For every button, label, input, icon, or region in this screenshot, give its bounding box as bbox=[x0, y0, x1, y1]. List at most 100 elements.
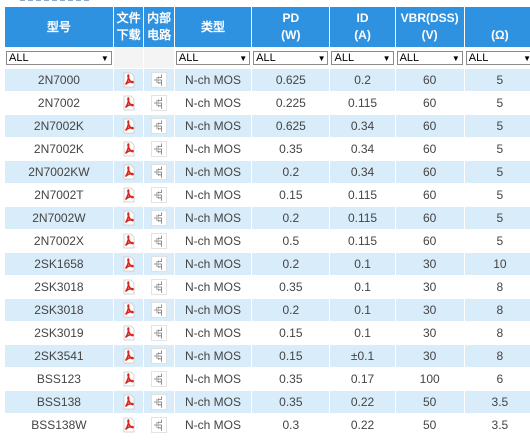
cell-vbr: 60 bbox=[394, 183, 465, 207]
cell-model[interactable]: BSS138 bbox=[4, 390, 114, 414]
mosfet-circuit-icon[interactable] bbox=[151, 187, 168, 203]
cell-download bbox=[112, 68, 145, 92]
cell-type: N-ch MOS bbox=[173, 68, 253, 92]
pdf-icon[interactable] bbox=[122, 118, 136, 134]
cell-pd: 0.225 bbox=[251, 91, 331, 115]
pdf-icon[interactable] bbox=[122, 348, 136, 364]
cell-id: 0.115 bbox=[329, 229, 396, 253]
cell-id: 0.115 bbox=[329, 206, 396, 230]
pdf-icon[interactable] bbox=[122, 325, 136, 341]
cell-pd: 0.35 bbox=[251, 137, 331, 161]
cell-model[interactable]: 2N7002X bbox=[4, 229, 114, 253]
mosfet-circuit-icon[interactable] bbox=[151, 302, 168, 318]
mosfet-circuit-icon[interactable] bbox=[151, 164, 168, 180]
cell-model[interactable]: 2SK1658 bbox=[4, 252, 114, 276]
cell-model[interactable]: 2N7002KW bbox=[4, 160, 114, 184]
cell-pd: 0.5 bbox=[251, 229, 331, 253]
cell-model[interactable]: 2N7002W bbox=[4, 206, 114, 230]
cell-model[interactable]: 2N7002K bbox=[4, 114, 114, 138]
cell-model[interactable]: 2N7000 bbox=[4, 68, 114, 92]
filter-model-select[interactable]: ALL ▼ bbox=[6, 51, 112, 65]
mosfet-circuit-icon[interactable] bbox=[151, 72, 168, 88]
filter-type-select[interactable]: ALL ▼ bbox=[175, 51, 251, 65]
chevron-down-icon: ▼ bbox=[382, 53, 391, 63]
cell-model[interactable]: 2SK3018 bbox=[4, 275, 114, 299]
cell-vbr: 60 bbox=[394, 68, 465, 92]
mosfet-circuit-icon[interactable] bbox=[151, 233, 168, 249]
cell-pd: 0.2 bbox=[251, 160, 331, 184]
cell-pd: 0.15 bbox=[251, 321, 331, 345]
filter-id-select[interactable]: ALL ▼ bbox=[331, 51, 394, 65]
mosfet-circuit-icon[interactable] bbox=[151, 279, 168, 295]
cell-model[interactable]: 2SK3541 bbox=[4, 344, 114, 368]
pdf-icon[interactable] bbox=[122, 210, 136, 226]
cell-model[interactable]: 2N7002 bbox=[4, 91, 114, 115]
header-circuit: 内部 电路 bbox=[143, 6, 175, 48]
mosfet-circuit-icon[interactable] bbox=[151, 394, 168, 410]
mosfet-circuit-icon[interactable] bbox=[151, 141, 168, 157]
header-id[interactable]: ID (A) bbox=[329, 6, 396, 48]
filter-download-blank bbox=[112, 47, 145, 69]
cell-model[interactable]: BSS123 bbox=[4, 367, 114, 391]
mosfet-circuit-icon[interactable] bbox=[151, 256, 168, 272]
filter-r-cell: ALL ▼ bbox=[463, 47, 530, 69]
mosfet-circuit-icon[interactable] bbox=[151, 95, 168, 111]
pdf-icon[interactable] bbox=[122, 371, 136, 387]
header-pd[interactable]: PD (W) bbox=[251, 6, 331, 48]
header-type[interactable]: 类型 bbox=[173, 6, 253, 48]
cell-circuit bbox=[143, 206, 175, 230]
filter-type-cell: ALL ▼ bbox=[173, 47, 253, 69]
header-download: 文件 下载 bbox=[112, 6, 145, 48]
cell-model[interactable]: BSS138W bbox=[4, 413, 114, 437]
pdf-icon[interactable] bbox=[122, 394, 136, 410]
cell-download bbox=[112, 367, 145, 391]
cell-vbr: 60 bbox=[394, 137, 465, 161]
cell-r: 5 bbox=[463, 229, 530, 253]
cell-vbr: 100 bbox=[394, 367, 465, 391]
filter-r-select[interactable]: ALL ▼ bbox=[465, 51, 530, 65]
filter-model-value: ALL bbox=[9, 52, 29, 64]
filter-vbr-select[interactable]: ALL ▼ bbox=[396, 51, 463, 65]
pdf-icon[interactable] bbox=[122, 233, 136, 249]
cell-model[interactable]: 2N7002T bbox=[4, 183, 114, 207]
header-vbr[interactable]: VBR(DSS) (V) bbox=[394, 6, 465, 48]
cell-circuit bbox=[143, 367, 175, 391]
cell-model[interactable]: 2SK3019 bbox=[4, 321, 114, 345]
mosfet-circuit-icon[interactable] bbox=[151, 118, 168, 134]
cell-circuit bbox=[143, 298, 175, 322]
pdf-icon[interactable] bbox=[122, 256, 136, 272]
cell-model[interactable]: 2N7002K bbox=[4, 137, 114, 161]
pdf-icon[interactable] bbox=[122, 72, 136, 88]
header-r[interactable]: (Ω) bbox=[463, 6, 530, 48]
mosfet-circuit-icon[interactable] bbox=[151, 348, 168, 364]
pdf-icon[interactable] bbox=[122, 187, 136, 203]
header-model[interactable]: 型号 bbox=[4, 6, 114, 48]
cell-model[interactable]: 2SK3018 bbox=[4, 298, 114, 322]
pdf-icon[interactable] bbox=[122, 417, 136, 433]
mosfet-circuit-icon[interactable] bbox=[151, 210, 168, 226]
cell-vbr: 60 bbox=[394, 114, 465, 138]
pdf-icon[interactable] bbox=[122, 302, 136, 318]
filter-pd-select[interactable]: ALL ▼ bbox=[253, 51, 329, 65]
mosfet-circuit-icon[interactable] bbox=[151, 417, 168, 433]
pdf-icon[interactable] bbox=[122, 95, 136, 111]
mosfet-circuit-icon[interactable] bbox=[151, 325, 168, 341]
header-row: 型号 文件 下载 内部 电路 类型 PD (W) ID (A) VBR(DSS) (V) … bbox=[4, 6, 530, 48]
cell-vbr: 60 bbox=[394, 229, 465, 253]
header-r-unit: (Ω) bbox=[491, 28, 509, 42]
cell-id: 0.17 bbox=[329, 367, 396, 391]
cell-type: N-ch MOS bbox=[173, 229, 253, 253]
pdf-icon[interactable] bbox=[122, 279, 136, 295]
table-row: 2N7002X N-ch MOS 0.5 0.115 60 5 bbox=[4, 229, 530, 253]
cell-download bbox=[112, 298, 145, 322]
cell-r: 8 bbox=[463, 344, 530, 368]
mosfet-circuit-icon[interactable] bbox=[151, 371, 168, 387]
cell-pd: 0.15 bbox=[251, 183, 331, 207]
pdf-icon[interactable] bbox=[122, 141, 136, 157]
filter-vbr-value: ALL bbox=[399, 52, 420, 64]
pdf-icon[interactable] bbox=[122, 164, 136, 180]
cell-id: 0.1 bbox=[329, 275, 396, 299]
cell-circuit bbox=[143, 390, 175, 414]
cell-download bbox=[112, 275, 145, 299]
cell-download bbox=[112, 344, 145, 368]
